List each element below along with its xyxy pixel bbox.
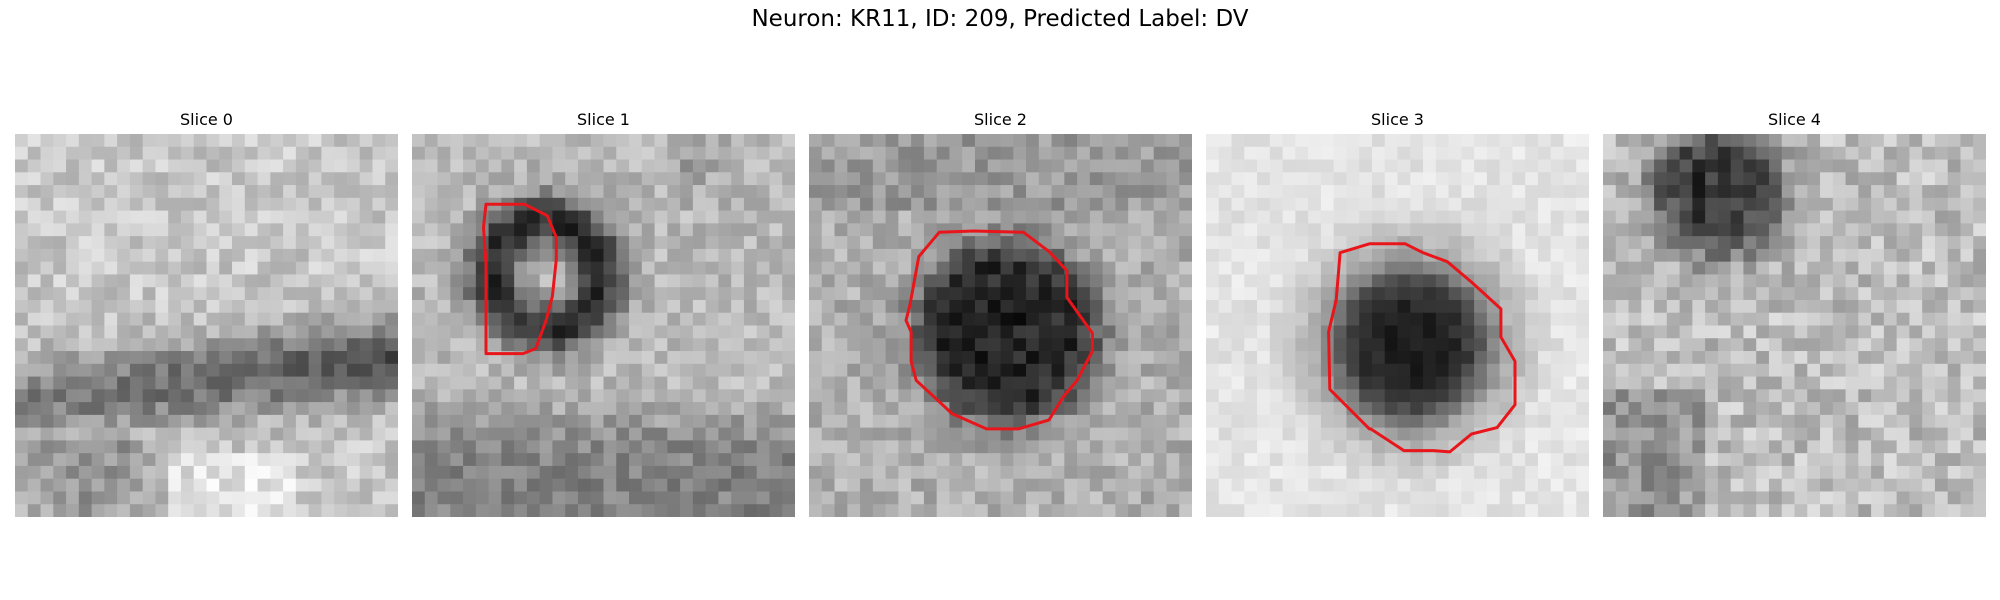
slice-title-3: Slice 3 <box>1371 110 1424 129</box>
figure-title: Neuron: KR11, ID: 209, Predicted Label: … <box>751 6 1249 32</box>
slice-image-2 <box>809 134 1192 517</box>
roi-contour-1 <box>482 202 558 356</box>
slice-image-1 <box>412 134 795 517</box>
roi-contour-2 <box>904 229 1094 431</box>
roi-contour-3 <box>1327 242 1517 454</box>
slice-title-0: Slice 0 <box>180 110 233 129</box>
slice-image-0 <box>15 134 398 517</box>
slice-title-2: Slice 2 <box>974 110 1027 129</box>
slice-title-1: Slice 1 <box>577 110 630 129</box>
slice-title-4: Slice 4 <box>1768 110 1821 129</box>
slice-image-3 <box>1206 134 1589 517</box>
slice-image-4 <box>1603 134 1986 517</box>
